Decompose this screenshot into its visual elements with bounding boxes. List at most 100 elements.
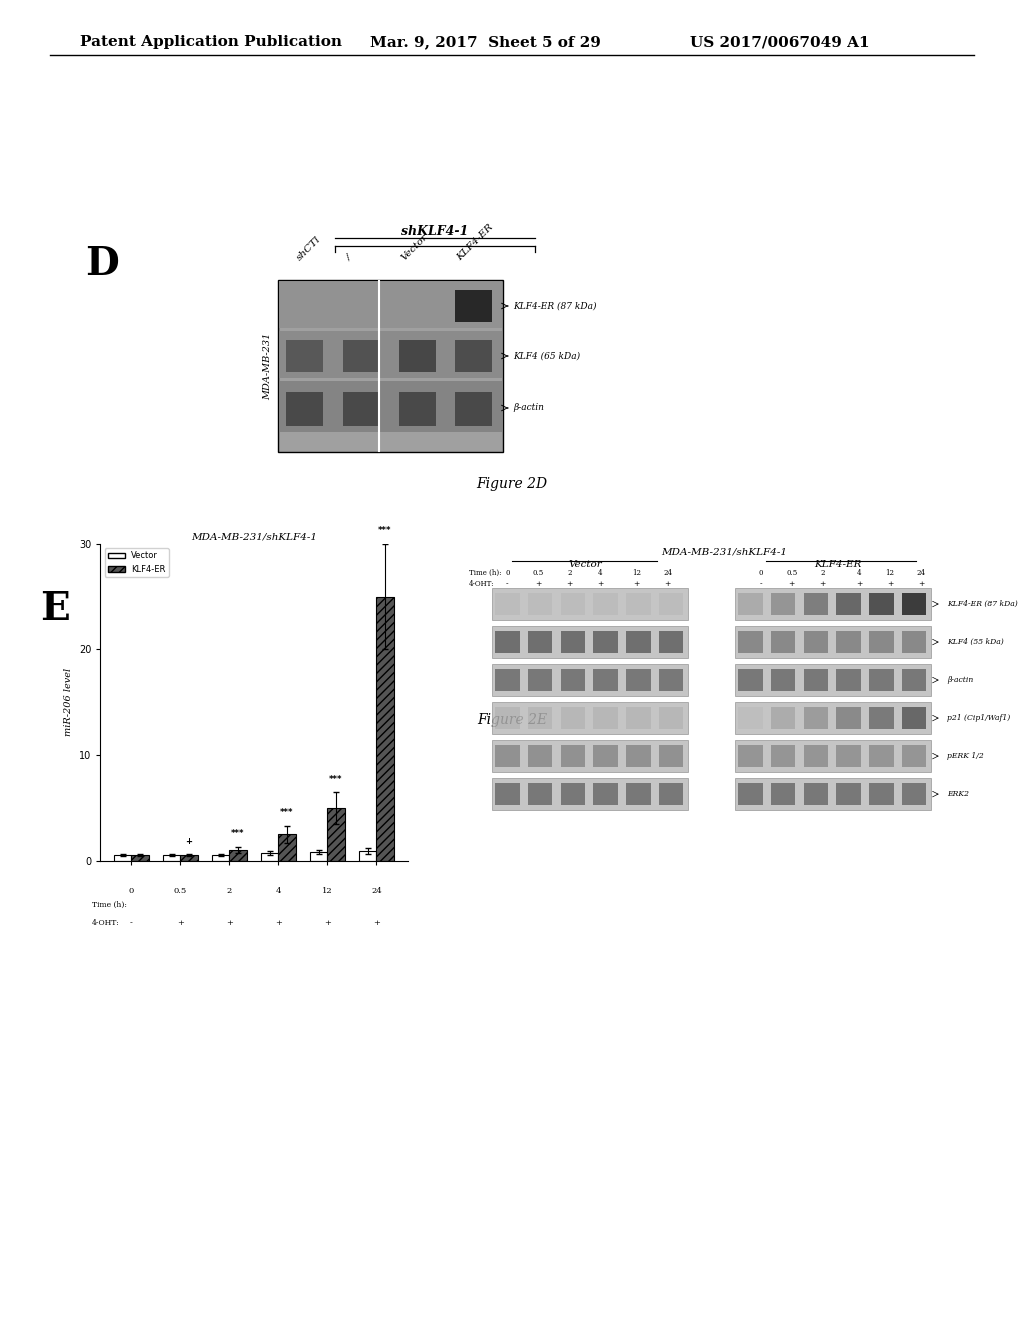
Bar [902,708,927,729]
Bar [771,593,796,615]
Bar [837,744,861,767]
Text: 4: 4 [275,887,282,895]
Bar [560,783,585,805]
Text: KLF4-ER (87 kDa): KLF4-ER (87 kDa) [947,601,1018,609]
Text: +: + [177,919,184,927]
Text: 24: 24 [371,887,382,895]
Text: +: + [324,919,331,927]
Bar [626,783,650,805]
Text: 2: 2 [227,887,232,895]
Text: 0.5: 0.5 [786,569,798,577]
Text: +: + [536,581,542,589]
Bar [735,664,932,696]
Bar [902,593,927,615]
Bar [131,855,148,861]
Bar [492,779,688,810]
Bar [495,744,519,767]
Text: -: - [760,581,762,589]
Text: shKLF4-1: shKLF4-1 [401,224,469,238]
Text: D: D [85,246,119,282]
Text: KLF4 (55 kDa): KLF4 (55 kDa) [947,638,1004,645]
Bar [738,669,763,692]
Bar [593,593,617,615]
Bar [771,708,796,729]
Text: +: + [665,581,671,589]
Text: Mar. 9, 2017  Sheet 5 of 29: Mar. 9, 2017 Sheet 5 of 29 [370,36,601,49]
Bar [593,744,617,767]
Bar [229,850,247,861]
Bar [343,392,379,426]
Bar [626,631,650,653]
Text: +: + [185,837,193,846]
Bar [279,381,502,432]
Text: +: + [634,581,640,589]
Bar [837,593,861,615]
Bar [560,631,585,653]
Text: 4: 4 [857,569,861,577]
Text: +: + [226,919,232,927]
Bar [261,853,279,861]
Text: -: - [506,581,509,589]
Bar [328,808,345,861]
Text: 12: 12 [632,569,641,577]
Bar [869,669,894,692]
Bar [343,341,379,372]
Bar [804,593,828,615]
Bar [626,744,650,767]
Bar [626,708,650,729]
Bar [560,744,585,767]
Bar [735,626,932,657]
Bar [738,708,763,729]
Text: E: E [40,590,70,628]
Bar [560,669,585,692]
Bar [626,593,650,615]
Bar [735,589,932,620]
Bar [279,331,502,378]
Text: Time (h):: Time (h): [469,569,501,577]
Bar [495,708,519,729]
Bar [902,669,927,692]
Text: +: + [275,919,282,927]
Bar [399,392,435,426]
Bar [738,783,763,805]
Bar [738,744,763,767]
Bar [771,744,796,767]
Bar [593,708,617,729]
Bar [495,593,519,615]
Bar [279,281,502,327]
Text: ***: *** [330,775,343,784]
Text: 0: 0 [129,887,134,895]
Text: 0.5: 0.5 [174,887,187,895]
Bar [869,593,894,615]
Text: 0: 0 [505,569,510,577]
Text: +: + [819,581,826,589]
Text: Vector: Vector [568,560,602,569]
Text: shCTl: shCTl [295,234,323,261]
Bar [658,593,683,615]
Bar [804,783,828,805]
Y-axis label: miR-206 level: miR-206 level [65,668,74,737]
Bar [560,708,585,729]
Text: Figure 2D: Figure 2D [476,477,548,491]
Text: 4: 4 [598,569,602,577]
Bar [527,593,552,615]
Bar [456,290,492,322]
Bar [869,744,894,767]
Text: ***: *** [281,808,294,817]
Text: ***: *** [378,527,392,536]
Bar [212,855,229,861]
Bar [593,783,617,805]
Bar [804,669,828,692]
Bar [902,631,927,653]
Text: +: + [373,919,380,927]
Bar [771,669,796,692]
Bar [310,853,328,861]
Legend: Vector, KLF4-ER: Vector, KLF4-ER [104,548,169,577]
Bar [837,783,861,805]
Bar [456,392,492,426]
Bar [869,783,894,805]
Bar [658,744,683,767]
Bar [115,855,131,861]
Bar [399,341,435,372]
Bar [804,631,828,653]
